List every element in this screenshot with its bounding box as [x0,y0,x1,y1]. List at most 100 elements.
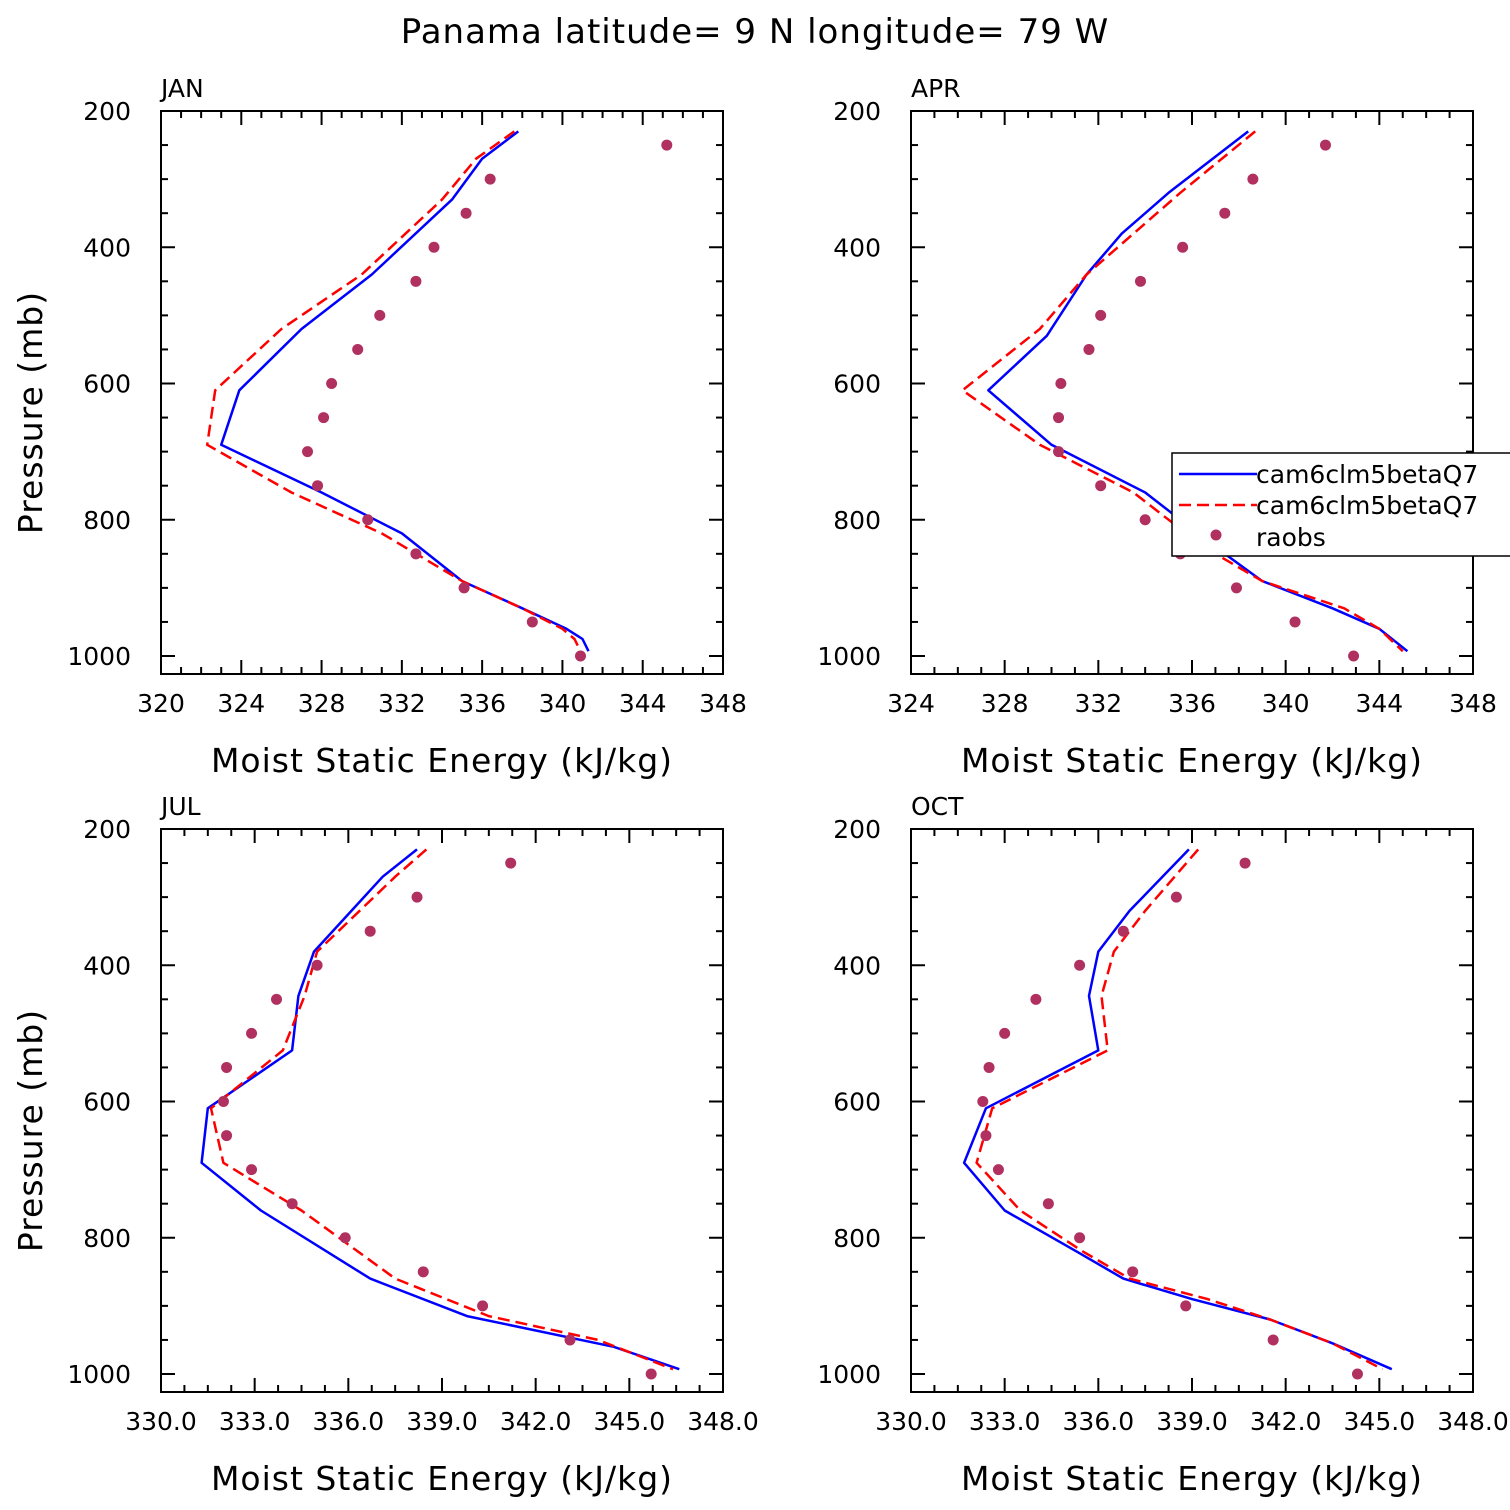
x-tick-label: 348.0 [1437,1407,1509,1436]
raobs-point [1134,275,1146,287]
raobs-point [1267,1334,1279,1346]
raobs-point [311,959,323,971]
raobs-point [484,173,496,185]
raobs-point [312,480,324,492]
x-axis-label: Moist Static Energy (kJ/kg) [211,741,673,780]
model-line-dashed [961,130,1404,653]
y-tick-label: 200 [83,815,131,844]
x-tick-label: 345.0 [1344,1407,1416,1436]
raobs-point [1230,582,1242,594]
model-line-solid [987,130,1409,653]
model-line-dashed [205,130,582,652]
raobs-point [564,1334,576,1346]
y-tick-label: 400 [833,951,881,980]
model-line-dashed [975,848,1384,1371]
raobs-point [661,139,673,151]
legend-box [1171,452,1510,557]
panel-label-jul: JUL [159,792,201,821]
raobs-point [1055,378,1067,389]
y-tick-label: 600 [833,1088,881,1117]
raobs-point [339,1232,351,1244]
raobs-point [1127,1266,1139,1278]
y-tick-label: 800 [833,506,881,535]
y-tick-label: 200 [83,97,131,126]
raobs-point [645,1368,657,1380]
x-tick-label: 345.0 [594,1407,666,1436]
x-tick-label: 340 [1262,689,1310,718]
raobs-point [505,857,517,869]
y-tick-label: 200 [833,97,881,126]
model-line-solid [962,848,1393,1371]
raobs-point [428,241,440,253]
raobs-point [1053,446,1065,458]
raobs-point [1139,514,1151,526]
raobs-point [1289,616,1301,628]
raobs-point [458,582,470,594]
figure-title: Panama latitude= 9 N longitude= 79 W [400,12,1110,52]
x-tick-label: 342.0 [1250,1407,1322,1436]
x-tick-label: 336.0 [1063,1407,1135,1436]
raobs-point [1053,412,1065,424]
x-tick-label: 348 [1449,689,1497,718]
raobs-point [246,1027,258,1039]
y-tick-label: 400 [83,233,131,262]
raobs-point [1177,241,1189,253]
x-tick-label: 330.0 [875,1407,947,1436]
y-tick-label: 200 [833,815,881,844]
x-tick-label: 344 [619,689,667,718]
raobs-point [1074,1232,1086,1244]
x-tick-label: 339.0 [406,1407,478,1436]
raobs-point [1095,309,1107,321]
x-tick-label: 342.0 [500,1407,572,1436]
y-tick-label: 800 [83,1224,131,1253]
raobs-point [1239,857,1251,869]
x-axis-label: Moist Static Energy (kJ/kg) [961,1459,1423,1498]
raobs-point [286,1198,298,1210]
raobs-point [1180,1300,1192,1312]
raobs-point [460,207,472,219]
raobs-point [410,548,422,560]
y-tick-label: 600 [833,370,881,399]
x-tick-label: 336 [458,689,506,718]
x-tick-label: 333.0 [969,1407,1041,1436]
y-tick-label: 400 [833,233,881,262]
y-tick-label: 1000 [67,1360,131,1389]
raobs-point [1095,480,1107,492]
x-tick-label: 328 [298,689,346,718]
x-tick-label: 332 [378,689,426,718]
y-tick-label: 1000 [817,642,881,671]
raobs-point [983,1061,995,1073]
raobs-point [271,993,283,1005]
y-tick-label: 600 [83,370,131,399]
x-tick-label: 336.0 [313,1407,385,1436]
raobs-point [574,650,586,662]
x-axis-label: Moist Static Energy (kJ/kg) [961,741,1423,780]
x-tick-label: 348.0 [687,1407,759,1436]
raobs-point [1074,959,1086,971]
y-tick-label: 600 [83,1088,131,1117]
raobs-point [1083,343,1095,355]
raobs-point [410,275,422,287]
raobs-point [362,514,374,526]
raobs-point [992,1164,1004,1176]
x-tick-label: 340 [539,689,587,718]
raobs-point [326,378,338,389]
model-line-solid [200,848,680,1371]
plot-frame-jan [160,110,724,675]
legend-label: cam6clm5betaQ7 [1256,460,1478,489]
y-tick-label: 400 [83,951,131,980]
raobs-point [526,616,538,628]
x-tick-label: 320 [137,689,185,718]
x-tick-label: 333.0 [219,1407,291,1436]
raobs-point [1042,1198,1054,1210]
y-tick-label: 1000 [817,1360,881,1389]
raobs-point [411,891,423,903]
raobs-point [318,412,330,424]
x-tick-label: 339.0 [1156,1407,1228,1436]
x-tick-label: 330.0 [125,1407,197,1436]
x-tick-label: 348 [699,689,747,718]
raobs-point [977,1096,989,1107]
y-axis-label: Pressure (mb) [11,291,50,534]
raobs-point [364,925,376,937]
raobs-point [999,1027,1011,1039]
